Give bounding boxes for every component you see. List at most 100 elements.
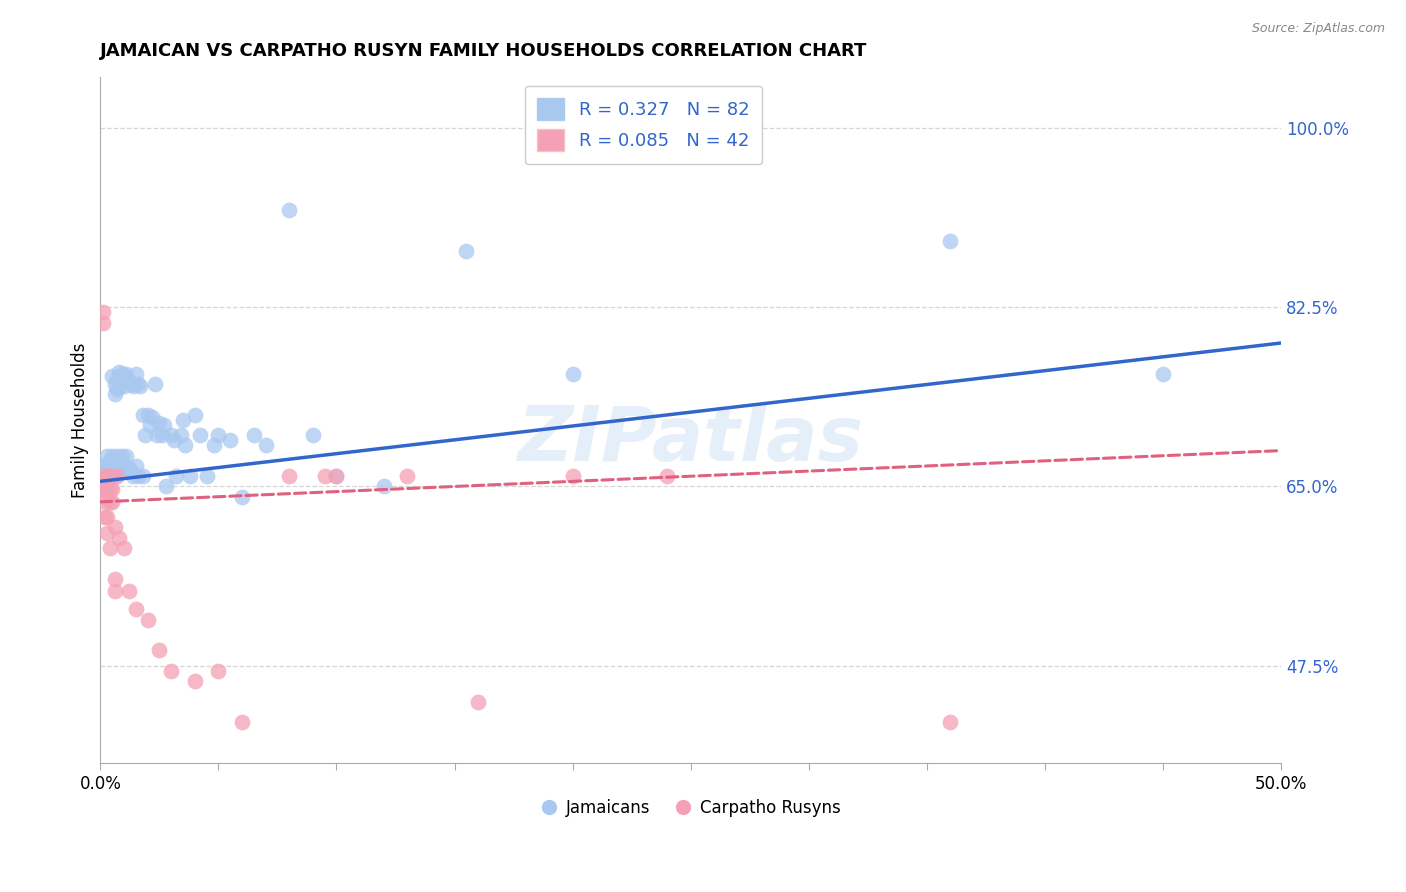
- Carpatho Rusyns: [467, 695, 489, 709]
- Jamaicans: [207, 428, 229, 442]
- Jamaicans: [456, 244, 478, 258]
- Jamaicans: [939, 234, 962, 248]
- Jamaicans: [219, 434, 242, 448]
- Jamaicans: [125, 367, 148, 381]
- Jamaicans: [202, 438, 225, 452]
- Jamaicans: [146, 428, 169, 442]
- Jamaicans: [98, 454, 121, 468]
- Carpatho Rusyns: [101, 482, 124, 496]
- Jamaicans: [105, 382, 128, 396]
- Jamaicans: [101, 469, 124, 483]
- Jamaicans: [184, 408, 207, 422]
- Jamaicans: [278, 202, 301, 217]
- Jamaicans: [125, 458, 148, 473]
- Carpatho Rusyns: [91, 479, 114, 493]
- Carpatho Rusyns: [118, 584, 141, 599]
- Carpatho Rusyns: [94, 469, 117, 483]
- Carpatho Rusyns: [148, 643, 170, 657]
- Jamaicans: [122, 379, 145, 393]
- Jamaicans: [112, 379, 135, 393]
- Jamaicans: [118, 461, 141, 475]
- Jamaicans: [169, 428, 191, 442]
- Jamaicans: [101, 458, 124, 473]
- Jamaicans: [118, 375, 141, 389]
- Jamaicans: [103, 469, 125, 483]
- Jamaicans: [127, 469, 149, 483]
- Jamaicans: [96, 457, 118, 471]
- Jamaicans: [373, 479, 395, 493]
- Carpatho Rusyns: [94, 482, 117, 496]
- Jamaicans: [98, 461, 121, 475]
- Jamaicans: [174, 438, 197, 452]
- Carpatho Rusyns: [278, 469, 301, 483]
- Carpatho Rusyns: [91, 469, 114, 483]
- Jamaicans: [101, 449, 124, 463]
- Carpatho Rusyns: [105, 469, 128, 483]
- Carpatho Rusyns: [112, 541, 135, 555]
- Jamaicans: [231, 490, 253, 504]
- Jamaicans: [132, 469, 155, 483]
- Jamaicans: [136, 408, 159, 422]
- Carpatho Rusyns: [108, 531, 131, 545]
- Jamaicans: [129, 379, 152, 393]
- Carpatho Rusyns: [561, 469, 583, 483]
- Jamaicans: [110, 449, 132, 463]
- Carpatho Rusyns: [91, 305, 114, 319]
- Jamaicans: [108, 379, 131, 393]
- Jamaicans: [96, 475, 118, 489]
- Jamaicans: [120, 376, 142, 391]
- Jamaicans: [105, 449, 128, 463]
- Jamaicans: [188, 428, 211, 442]
- Carpatho Rusyns: [125, 602, 148, 616]
- Jamaicans: [243, 428, 266, 442]
- Jamaicans: [162, 434, 184, 448]
- Jamaicans: [160, 428, 183, 442]
- Carpatho Rusyns: [184, 674, 207, 689]
- Jamaicans: [150, 428, 173, 442]
- Jamaicans: [141, 409, 163, 424]
- Jamaicans: [91, 458, 114, 473]
- Carpatho Rusyns: [101, 469, 124, 483]
- Jamaicans: [195, 469, 218, 483]
- Carpatho Rusyns: [231, 715, 253, 730]
- Jamaicans: [143, 376, 166, 391]
- Jamaicans: [108, 458, 131, 473]
- Jamaicans: [101, 368, 124, 383]
- Carpatho Rusyns: [314, 469, 336, 483]
- Text: Source: ZipAtlas.com: Source: ZipAtlas.com: [1251, 22, 1385, 36]
- Text: ZIPatlas: ZIPatlas: [517, 403, 863, 477]
- Y-axis label: Family Households: Family Households: [72, 343, 89, 498]
- Text: JAMAICAN VS CARPATHO RUSYN FAMILY HOUSEHOLDS CORRELATION CHART: JAMAICAN VS CARPATHO RUSYN FAMILY HOUSEH…: [100, 42, 868, 60]
- Carpatho Rusyns: [103, 572, 125, 586]
- Legend: Jamaicans, Carpatho Rusyns: Jamaicans, Carpatho Rusyns: [534, 792, 848, 823]
- Carpatho Rusyns: [160, 664, 183, 678]
- Carpatho Rusyns: [96, 482, 118, 496]
- Jamaicans: [302, 428, 325, 442]
- Jamaicans: [103, 458, 125, 473]
- Jamaicans: [134, 428, 156, 442]
- Jamaicans: [127, 376, 149, 391]
- Jamaicans: [108, 365, 131, 379]
- Jamaicans: [172, 413, 194, 427]
- Carpatho Rusyns: [325, 469, 347, 483]
- Jamaicans: [105, 372, 128, 386]
- Jamaicans: [325, 469, 347, 483]
- Jamaicans: [94, 471, 117, 485]
- Carpatho Rusyns: [98, 541, 121, 555]
- Carpatho Rusyns: [207, 664, 229, 678]
- Jamaicans: [132, 408, 155, 422]
- Jamaicans: [98, 469, 121, 483]
- Carpatho Rusyns: [939, 715, 962, 730]
- Jamaicans: [96, 467, 118, 482]
- Carpatho Rusyns: [96, 491, 118, 506]
- Jamaicans: [103, 387, 125, 401]
- Jamaicans: [120, 464, 142, 478]
- Carpatho Rusyns: [94, 495, 117, 509]
- Jamaicans: [105, 464, 128, 478]
- Carpatho Rusyns: [98, 482, 121, 496]
- Jamaicans: [112, 368, 135, 383]
- Carpatho Rusyns: [91, 316, 114, 330]
- Jamaicans: [254, 438, 277, 452]
- Jamaicans: [165, 469, 187, 483]
- Jamaicans: [148, 416, 170, 430]
